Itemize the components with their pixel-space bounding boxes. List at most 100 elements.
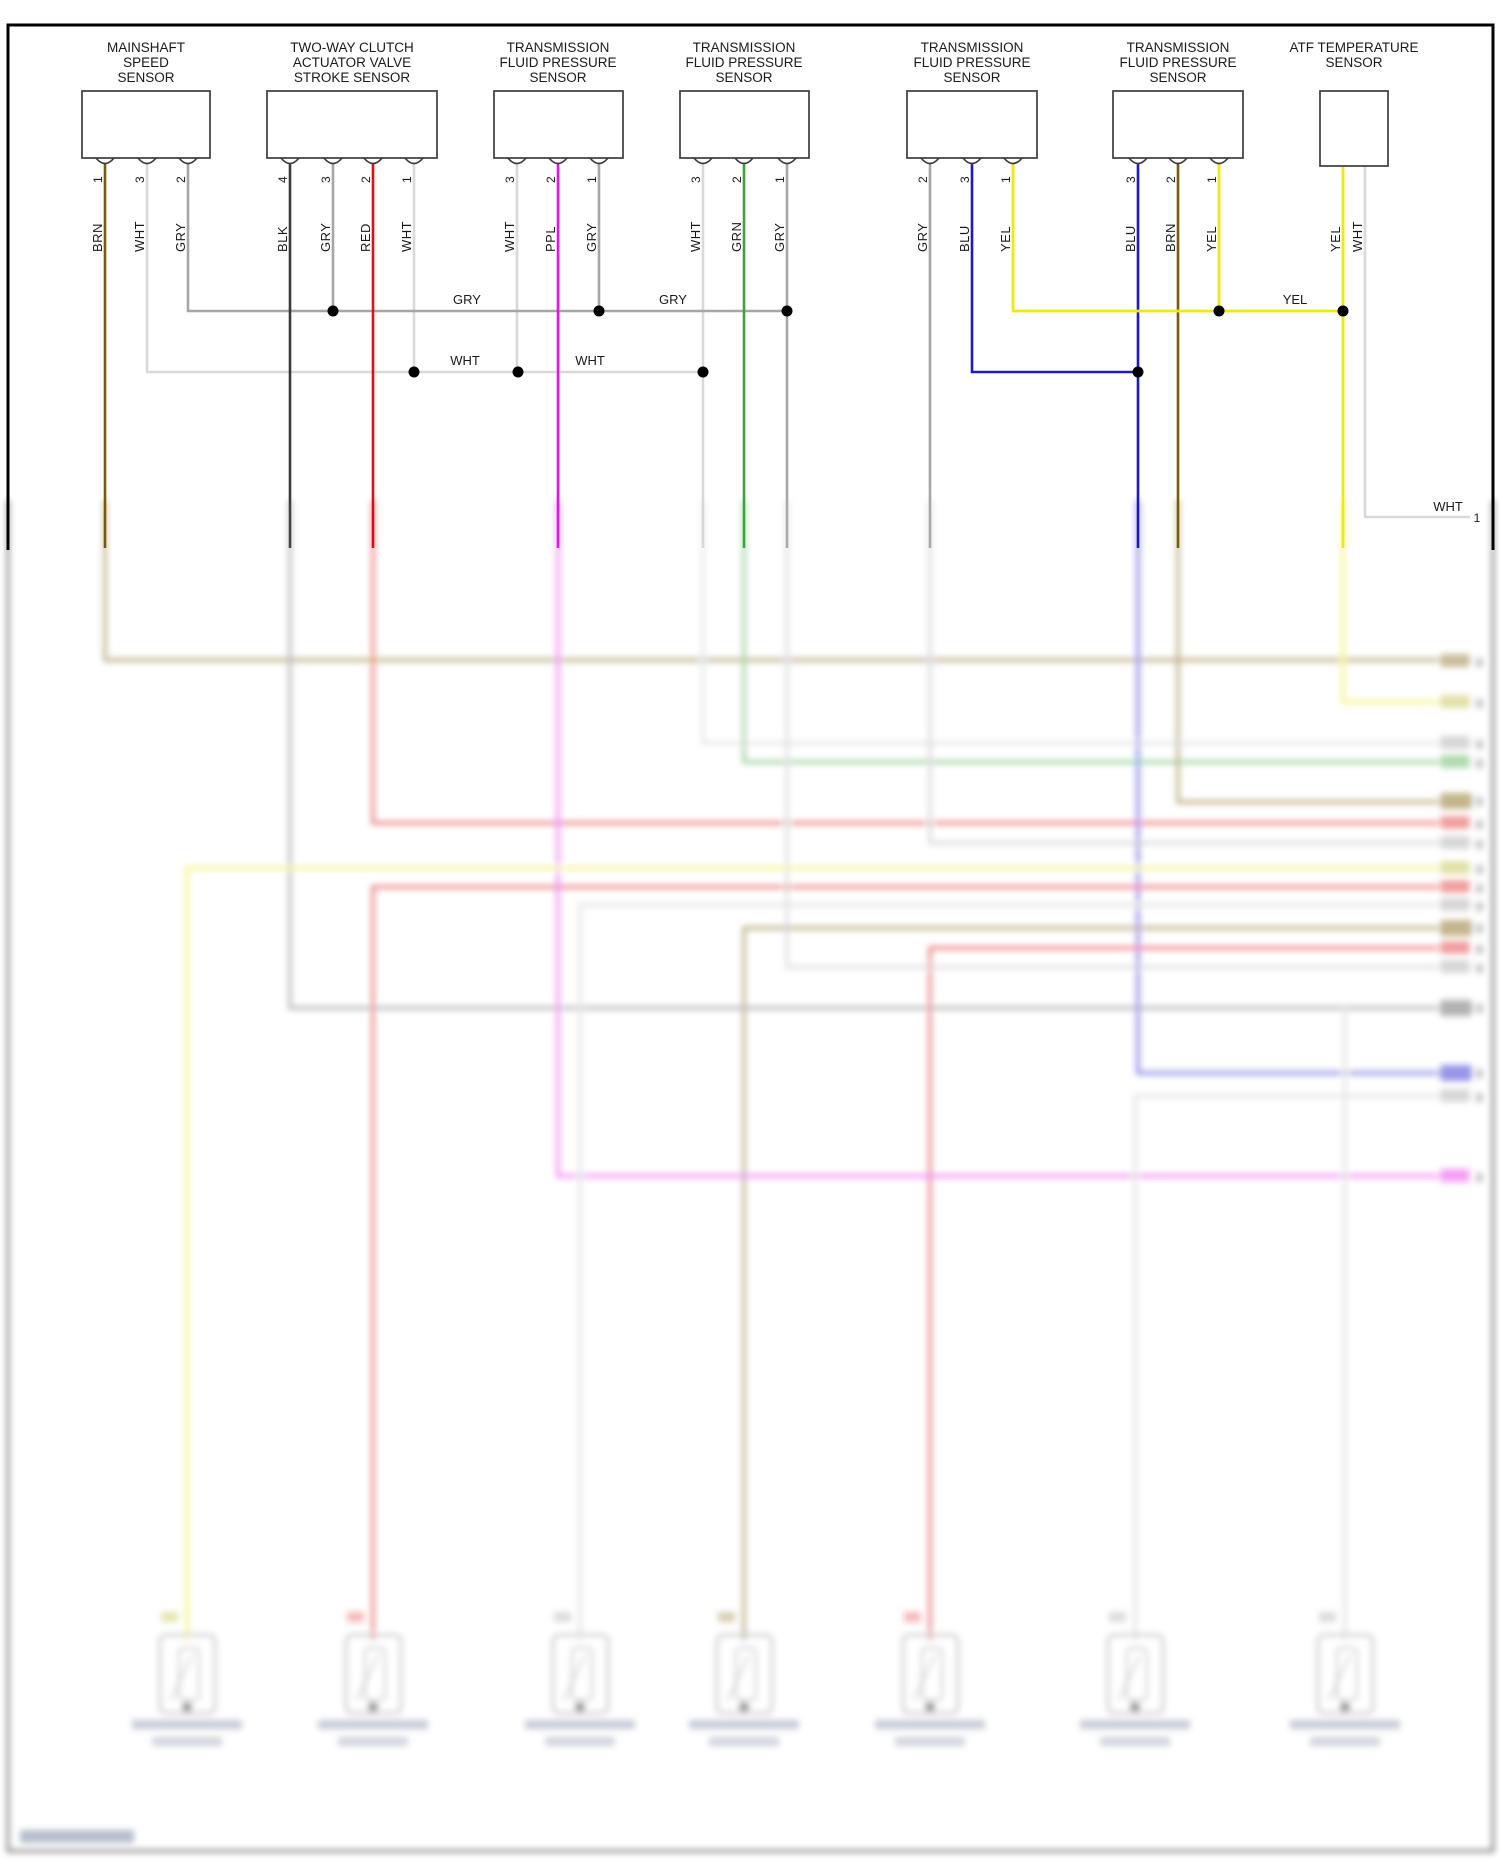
blur-wire-brn6 (1176, 500, 1438, 804)
blur-wire-valve3-wht (578, 903, 1438, 1640)
sensor-atf-temperature: ATF TEMPERATURE SENSOR YEL WHT (1289, 40, 1418, 252)
valve-component (1080, 1612, 1190, 1746)
sensor-title-line: SENSOR (943, 70, 1000, 85)
wire-color-label: BLK (275, 226, 290, 252)
blur-wire-grn (742, 500, 1438, 764)
wire-color-label: GRY (772, 223, 787, 252)
wire-color-label: RED (358, 223, 373, 252)
pin-terminal-arc (920, 157, 940, 165)
splice-dot (1213, 305, 1225, 317)
wire-color-label: BRN (90, 223, 105, 252)
edge-pin-blob (1476, 964, 1483, 973)
sensor-title-line: FLUID PRESSURE (685, 55, 802, 70)
valve-caption-bar (1080, 1720, 1190, 1729)
valve-components (132, 1612, 1400, 1746)
yel-splice-bus-wire (1011, 164, 1343, 313)
edge-label-blob (1440, 920, 1472, 936)
edge-pin-blob (1476, 759, 1483, 768)
blur-wire-brn1 (103, 500, 1438, 662)
edge-label-blob (1440, 836, 1470, 849)
valve-outer-box (1316, 1633, 1375, 1715)
edge-pin-blob (1476, 865, 1483, 874)
sensor-title-line: SPEED (123, 55, 169, 70)
wire-color-label: GRY (318, 223, 333, 252)
sensor-title-line: FLUID PRESSURE (1119, 55, 1236, 70)
pin-terminal-arc (777, 157, 797, 165)
blur-wire-gry4 (785, 500, 1438, 969)
wire-color-label: WHT (132, 221, 147, 252)
pin-number: 1 (999, 176, 1013, 183)
splice-dots (327, 305, 1349, 378)
sensor-trans-fluid-pressure-3: TRANSMISSION FLUID PRESSURE SENSOR 2 3 1… (906, 40, 1038, 252)
wire-color-label: WHT (502, 221, 517, 252)
pin-number: 3 (133, 176, 147, 183)
sensor-trans-fluid-pressure-4: TRANSMISSION FLUID PRESSURE SENSOR 3 2 1… (1112, 40, 1244, 252)
bus-label-gry: GRY (453, 292, 481, 307)
edge-label-blob (1440, 793, 1472, 809)
valve-diagonal (913, 1654, 936, 1701)
wire-color-label: YEL (998, 226, 1013, 252)
wire-atf-wht (1363, 166, 1470, 519)
sensor-title-line: ACTUATOR VALVE (293, 55, 411, 70)
valve-wire-label-blob (718, 1612, 735, 1622)
pin-number: 3 (319, 176, 333, 183)
pin-number: 2 (730, 176, 744, 183)
valve-caption-bar (152, 1737, 222, 1746)
valve-caption-bar (318, 1720, 428, 1729)
pin-terminal-arc (95, 157, 115, 165)
sensor-connector-box (679, 90, 810, 159)
valve-caption-bar (875, 1720, 985, 1729)
pin-terminal-arc (507, 157, 527, 165)
pin-number: 2 (916, 176, 930, 183)
sensor-title-line: SENSOR (715, 70, 772, 85)
pin-terminal-arc (1168, 157, 1188, 165)
sensor-title-line: TWO-WAY CLUTCH (290, 40, 414, 55)
edge-label-blob (1440, 1000, 1472, 1016)
valve-inner-box (363, 1646, 387, 1702)
edge-pin-blob (1476, 884, 1483, 893)
wire-color-label: WHT (399, 221, 414, 252)
edge-label-blob (1440, 736, 1470, 749)
edge-pin-blob (1476, 840, 1483, 849)
valve-terminal-dot (925, 1702, 935, 1712)
valve-wire-label-blob (1109, 1612, 1126, 1622)
edge-pin-blob (1476, 797, 1483, 806)
wire-color-label: GRY (584, 223, 599, 252)
edge-pin-blob (1476, 945, 1483, 954)
splice-dot (512, 366, 524, 378)
valve-outer-box (901, 1633, 960, 1715)
valve-caption-bar (525, 1720, 635, 1729)
pin-terminal-arc (589, 157, 609, 165)
gry-splice-bus-wire (186, 164, 787, 313)
sensor-connector-box (81, 90, 211, 159)
sensor-title-line: SENSOR (1149, 70, 1206, 85)
blur-wire-wht4 (701, 500, 1438, 745)
blur-wire-gry5 (928, 500, 1438, 845)
wire-color-label: YEL (1328, 226, 1343, 252)
edge-label-blob (1440, 654, 1470, 667)
sensor-connector-box (1112, 90, 1244, 159)
wire-color-label: BRN (1163, 223, 1178, 252)
blur-wire-red2 (371, 500, 1438, 825)
valve-diagonal (1328, 1654, 1351, 1701)
wire-color-label: YEL (1204, 226, 1219, 252)
edge-label-blob (1440, 816, 1470, 829)
valve-caption-bar (545, 1737, 615, 1746)
valve-caption-bar (709, 1737, 779, 1746)
blur-wire-ppl (556, 500, 1438, 1178)
edge-label-blob (1440, 1065, 1472, 1081)
pin-terminal-arc (178, 157, 198, 165)
blur-wire-valve4-brn (742, 926, 1438, 1640)
wire-color-label: PPL (543, 226, 558, 252)
valve-caption-bar (895, 1737, 965, 1746)
valve-component (132, 1612, 242, 1746)
page-border-bottom (6, 500, 1495, 1853)
valve-caption-bar (689, 1720, 799, 1729)
page-border-top (6, 23, 1495, 550)
edge-pin-number: 1 (1474, 511, 1481, 525)
valve-outer-box (551, 1633, 610, 1715)
sensor-title-line: FLUID PRESSURE (913, 55, 1030, 70)
sharp-section: GRY GRY WHT WHT YEL WHT 1 MAINSHAFT SPEE… (6, 23, 1495, 550)
pin-number: 2 (359, 176, 373, 183)
watermark-blob (20, 1830, 134, 1843)
